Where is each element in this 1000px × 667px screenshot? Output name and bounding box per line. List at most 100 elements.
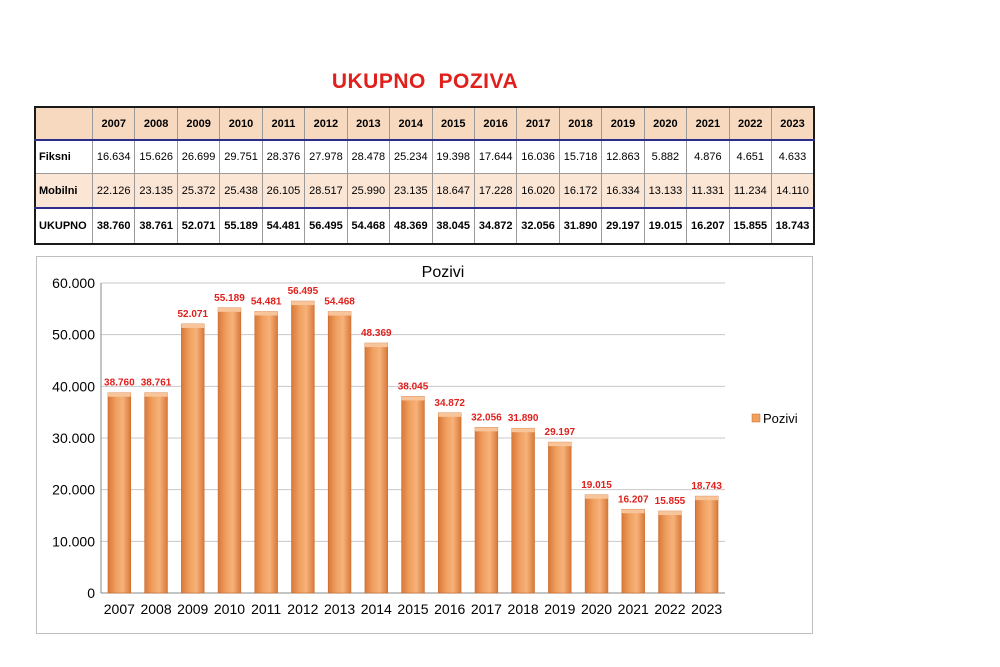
table-year-header: 2015 bbox=[431, 106, 475, 141]
table-year-header: 2014 bbox=[389, 106, 433, 141]
table-cell: 16.634 bbox=[91, 139, 136, 174]
table-row: UKUPNO 38.760 38.761 52.071 55.189 54.481 56.4… bbox=[34, 207, 815, 245]
table-cell: 12.863 bbox=[601, 139, 645, 174]
bar-top bbox=[364, 343, 388, 348]
data-table: 2007 2008 2009 2010 2011 2012 2013 2014 2015 2016… bbox=[34, 106, 815, 245]
table-cell: 38.760 bbox=[91, 207, 136, 245]
table-cell: 16.020 bbox=[516, 173, 560, 209]
bar-top bbox=[401, 396, 425, 401]
bar-top bbox=[144, 392, 168, 397]
table-cell: 25.372 bbox=[176, 173, 221, 209]
bar bbox=[694, 495, 719, 594]
bar bbox=[327, 311, 352, 594]
table-cell: 38.761 bbox=[134, 207, 178, 245]
table-year-header: 2010 bbox=[219, 106, 263, 141]
bar bbox=[584, 494, 609, 594]
bar bbox=[658, 510, 682, 594]
data-label: 16.207 bbox=[618, 494, 649, 505]
bar-top bbox=[658, 511, 682, 516]
table-cell: 16.172 bbox=[558, 173, 603, 209]
y-tick-label: 10.000 bbox=[52, 533, 95, 549]
table-cell: 29.197 bbox=[601, 207, 645, 245]
table-cell: 31.890 bbox=[558, 207, 603, 245]
bar-chart: Pozivi 0 10.000 20.000 30.000 40.000 50.000 60.… bbox=[52, 264, 798, 617]
table-year-header: 2016 bbox=[473, 106, 518, 141]
x-tick-label: 2020 bbox=[581, 601, 612, 617]
bar-top bbox=[254, 311, 278, 316]
table-row-label: Fiksni bbox=[34, 139, 93, 174]
data-label: 31.890 bbox=[508, 413, 539, 424]
table-year-header: 2007 bbox=[91, 106, 136, 141]
x-tick-label: 2010 bbox=[214, 601, 245, 617]
table-cell: 15.855 bbox=[728, 207, 773, 245]
data-label: 15.855 bbox=[655, 496, 686, 507]
table-cell: 34.872 bbox=[473, 207, 518, 245]
table-cell: 19.398 bbox=[431, 139, 475, 174]
page-title: UKUPNO POZIVA bbox=[331, 70, 519, 93]
table-year-header: 2018 bbox=[558, 106, 603, 141]
table-cell: 23.135 bbox=[134, 173, 178, 209]
bar bbox=[144, 392, 168, 594]
table-cell: 4.633 bbox=[771, 139, 815, 174]
bar bbox=[254, 311, 278, 594]
bar-top bbox=[328, 311, 351, 316]
table-header-row: 2007 2008 2009 2010 2011 2012 2013 2014 2015 2016… bbox=[34, 106, 815, 141]
x-tick-label: 2016 bbox=[434, 601, 465, 617]
table-cell: 22.126 bbox=[91, 173, 136, 209]
x-tick-label: 2023 bbox=[691, 601, 722, 617]
bar bbox=[181, 323, 205, 594]
bar bbox=[511, 427, 535, 594]
table-cell: 52.071 bbox=[176, 207, 221, 245]
bar bbox=[401, 396, 425, 594]
table-cell: 11.234 bbox=[728, 173, 773, 209]
table-cell: 14.110 bbox=[771, 173, 815, 209]
data-label: 54.468 bbox=[324, 297, 355, 308]
bar-top bbox=[181, 323, 205, 328]
bar-top bbox=[291, 301, 315, 306]
table-cell: 5.882 bbox=[643, 139, 688, 174]
table-cell: 4.876 bbox=[686, 139, 730, 174]
table-cell: 19.015 bbox=[643, 207, 688, 245]
data-label: 55.189 bbox=[214, 293, 245, 304]
table-year-header: 2011 bbox=[261, 106, 306, 141]
x-tick-label: 2008 bbox=[140, 601, 171, 617]
table-cell: 18.647 bbox=[431, 173, 475, 209]
bar bbox=[291, 300, 315, 594]
table-row: Mobilni 22.126 23.135 25.372 25.438 26.105 28.… bbox=[34, 173, 815, 209]
table-cell: 15.718 bbox=[558, 139, 603, 174]
x-tick-label: 2011 bbox=[251, 601, 281, 617]
table-cell: 54.481 bbox=[261, 207, 306, 245]
y-tick-label: 50.000 bbox=[52, 327, 95, 343]
table-cell: 28.478 bbox=[346, 139, 391, 174]
data-label: 34.872 bbox=[434, 398, 465, 409]
bar bbox=[217, 307, 242, 594]
table-cell: 32.056 bbox=[516, 207, 560, 245]
table-cell: 25.234 bbox=[389, 139, 433, 174]
y-tick-label: 30.000 bbox=[52, 430, 95, 446]
data-label: 18.743 bbox=[691, 481, 722, 492]
data-label: 54.481 bbox=[251, 297, 282, 308]
x-tick-label: 2015 bbox=[397, 601, 428, 617]
table-cell: 17.228 bbox=[473, 173, 518, 209]
table-cell: 25.990 bbox=[346, 173, 391, 209]
data-label: 56.495 bbox=[288, 286, 319, 297]
table-year-header: 2013 bbox=[346, 106, 391, 141]
table-year-header: 2017 bbox=[516, 106, 560, 141]
data-label: 19.015 bbox=[581, 480, 612, 491]
bar-top bbox=[438, 412, 462, 417]
x-tick-label: 2014 bbox=[361, 601, 392, 617]
table-row-label: UKUPNO bbox=[34, 207, 93, 245]
bar-top bbox=[107, 392, 131, 397]
chart-frame: Pozivi 0 10.000 20.000 30.000 40.000 50.000 60.… bbox=[36, 256, 813, 634]
data-label: 38.761 bbox=[141, 378, 172, 389]
x-tick-label: 2013 bbox=[324, 601, 355, 617]
table-cell: 11.331 bbox=[686, 173, 730, 209]
table-cell: 54.468 bbox=[346, 207, 391, 245]
data-label: 38.760 bbox=[104, 378, 135, 389]
bar-top bbox=[218, 307, 241, 312]
table-row: Fiksni 16.634 15.626 26.699 29.751 28.376 27.9… bbox=[34, 139, 815, 174]
bar-top bbox=[585, 494, 608, 499]
x-tick-label: 2022 bbox=[654, 601, 685, 617]
data-label: 32.056 bbox=[471, 412, 502, 423]
x-tick-label: 2009 bbox=[177, 601, 208, 617]
